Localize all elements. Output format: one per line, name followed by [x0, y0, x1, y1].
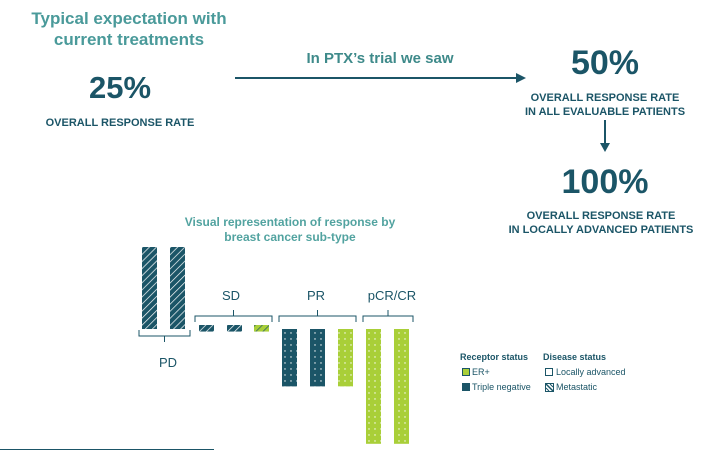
bar-pr-1 [282, 329, 297, 387]
bar-pr-2 [310, 329, 325, 387]
trial-local-caption-line-2: IN LOCALLY ADVANCED PATIENTS [508, 224, 694, 236]
chart-title-line-1: Visual representation of response by [184, 215, 396, 229]
trial-local-value: 100% [561, 163, 649, 201]
trial-all-caption-line-1: OVERALL RESPONSE RATE [530, 92, 680, 104]
legend-locally-advanced-label: Locally advanced [556, 367, 626, 377]
headline-line-2: current treatments [53, 30, 205, 49]
bracket-sd [194, 310, 273, 322]
headline-line-1: Typical expectation with [31, 9, 227, 28]
group-label-sd: SD [221, 288, 241, 303]
baseline-response-caption: OVERALL RESPONSE RATE [45, 117, 195, 129]
bar-pr-3 [338, 329, 353, 387]
legend-er-plus-swatch [462, 368, 470, 376]
legend-metastatic-swatch [545, 383, 554, 392]
bar-pd-1 [142, 247, 157, 329]
group-label-pd: PD [158, 355, 178, 370]
legend-er-plus-label: ER+ [472, 367, 490, 377]
trial-all-value: 50% [570, 44, 640, 82]
legend-locally-advanced-swatch [545, 368, 553, 376]
trial-all-caption: OVERALL RESPONSE RATE IN ALL EVALUABLE P… [500, 91, 708, 119]
legend-receptor-title: Receptor status [460, 352, 529, 362]
legend-metastatic-label: Metastatic [556, 382, 598, 392]
legend-triple-negative-swatch [462, 383, 470, 391]
baseline-response-value: 25% [88, 70, 152, 105]
group-label-pr: PR [306, 288, 326, 303]
bracket-pd [138, 330, 191, 342]
down-arrow [600, 120, 610, 152]
bracket-pr [278, 310, 357, 322]
bar-pd-2 [170, 247, 185, 329]
legend-disease-title: Disease status [543, 352, 607, 362]
bar-sd-3 [254, 325, 269, 332]
bar-pcr-cr-2 [394, 329, 409, 444]
trial-arrow-label: In PTX’s trial we saw [306, 50, 454, 67]
chart-title-line-2: breast cancer sub-type [224, 230, 356, 244]
bottom-rule [0, 449, 214, 450]
bracket-pcr-cr [362, 310, 414, 322]
bar-pcr-cr-1 [366, 329, 381, 444]
bar-sd-2 [227, 325, 242, 332]
headline: Typical expectation with current treatme… [4, 8, 254, 50]
group-label-pcr-cr: pCR/CR [367, 288, 417, 303]
right-arrow [235, 73, 526, 83]
trial-local-caption: OVERALL RESPONSE RATE IN LOCALLY ADVANCE… [495, 209, 707, 237]
legend-triple-negative-label: Triple negative [472, 382, 531, 392]
trial-local-caption-line-1: OVERALL RESPONSE RATE [526, 210, 676, 222]
trial-all-caption-line-2: IN ALL EVALUABLE PATIENTS [524, 106, 686, 118]
bar-sd-1 [199, 325, 214, 332]
chart-title: Visual representation of response by bre… [150, 215, 430, 245]
